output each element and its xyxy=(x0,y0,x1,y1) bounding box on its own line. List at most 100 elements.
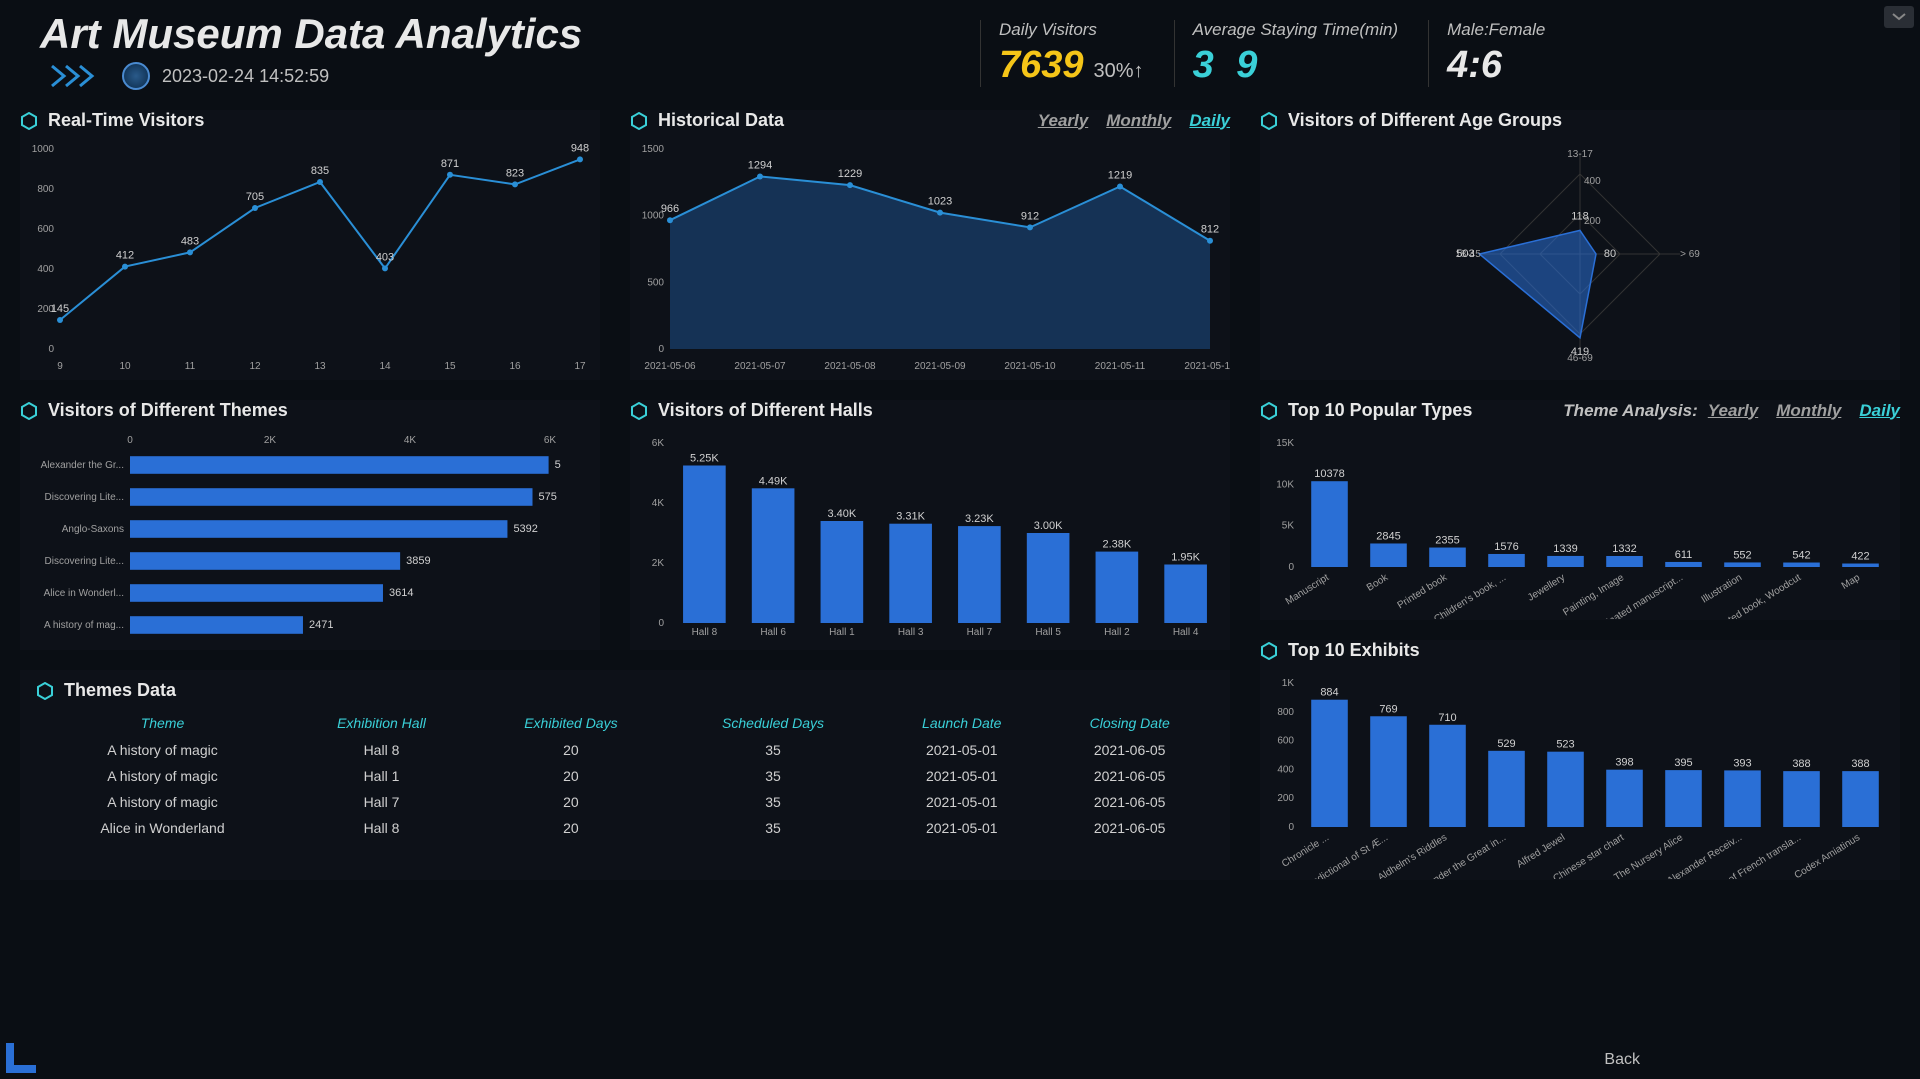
table-row: A history of magicHall 820352021-05-0120… xyxy=(36,737,1214,763)
svg-text:2.38K: 2.38K xyxy=(1103,539,1132,551)
svg-text:11: 11 xyxy=(185,361,196,372)
svg-text:2021-05-12: 2021-05-12 xyxy=(1184,361,1230,372)
expand-button[interactable] xyxy=(1884,6,1914,28)
panel-historical: Historical Data YearlyMonthlyDaily 05001… xyxy=(630,110,1230,380)
kpi-daily-visitors: Daily Visitors 7639 30%↑ xyxy=(980,20,1144,87)
back-button[interactable]: Back xyxy=(1604,1051,1640,1069)
svg-text:A history of mag...: A history of mag... xyxy=(44,620,124,631)
svg-text:Hall 5: Hall 5 xyxy=(1035,627,1061,638)
svg-text:2021-05-08: 2021-05-08 xyxy=(824,361,876,372)
svg-text:Codex Amiatinus: Codex Amiatinus xyxy=(1793,832,1862,879)
col-header: Theme xyxy=(36,709,289,737)
svg-text:800: 800 xyxy=(37,184,54,195)
svg-text:13-17: 13-17 xyxy=(1567,149,1593,160)
svg-text:Hall 1: Hall 1 xyxy=(829,627,855,638)
svg-text:3.23K: 3.23K xyxy=(965,513,994,525)
svg-text:912: 912 xyxy=(1021,210,1039,222)
svg-text:17: 17 xyxy=(574,361,586,372)
svg-text:948: 948 xyxy=(571,142,589,154)
tab-monthly[interactable]: Monthly xyxy=(1106,111,1171,131)
svg-text:10: 10 xyxy=(119,361,131,372)
panel-themes: Visitors of Different Themes 02K4K6KAlex… xyxy=(20,400,600,650)
svg-text:Anglo-Saxons: Anglo-Saxons xyxy=(62,524,124,535)
svg-text:15: 15 xyxy=(444,361,456,372)
svg-text:Hall 2: Hall 2 xyxy=(1104,627,1130,638)
svg-text:> 69: > 69 xyxy=(1680,249,1700,260)
svg-text:1339: 1339 xyxy=(1553,543,1577,555)
svg-text:575: 575 xyxy=(539,491,557,503)
chevrons-icon xyxy=(50,64,110,88)
svg-text:2K: 2K xyxy=(652,558,665,569)
svg-text:2021-05-07: 2021-05-07 xyxy=(734,361,786,372)
svg-text:Alfred Jewel: Alfred Jewel xyxy=(1515,832,1567,870)
svg-text:2845: 2845 xyxy=(1376,530,1400,542)
themes-title: Visitors of Different Themes xyxy=(48,400,288,421)
svg-text:400: 400 xyxy=(1584,176,1601,187)
tab-monthly[interactable]: Monthly xyxy=(1776,401,1841,421)
svg-text:0: 0 xyxy=(48,344,54,355)
svg-text:2021-05-11: 2021-05-11 xyxy=(1095,361,1146,372)
exhibits-title: Top 10 Exhibits xyxy=(1288,640,1420,661)
svg-text:3.00K: 3.00K xyxy=(1034,520,1063,532)
svg-text:552: 552 xyxy=(1733,549,1751,561)
col-header: Launch Date xyxy=(878,709,1045,737)
panel-themes-data: Themes Data ThemeExhibition HallExhibite… xyxy=(20,670,1230,880)
hex-icon xyxy=(1260,642,1278,660)
svg-text:Hall 6: Hall 6 xyxy=(760,627,786,638)
svg-text:398: 398 xyxy=(1615,757,1633,769)
svg-text:2471: 2471 xyxy=(309,619,333,631)
svg-text:0: 0 xyxy=(658,618,664,629)
historical-title: Historical Data xyxy=(658,110,784,131)
svg-text:Hall 7: Hall 7 xyxy=(967,627,993,638)
types-bar-chart: 05K10K15K10378Manuscript2845Book2355Prin… xyxy=(1260,429,1900,619)
col-header: Exhibition Hall xyxy=(289,709,474,737)
panel-age: Visitors of Different Age Groups 2004001… xyxy=(1260,110,1900,380)
col-header: Scheduled Days xyxy=(668,709,878,737)
svg-text:200: 200 xyxy=(1277,793,1294,804)
svg-text:Benedictional of St Æ...: Benedictional of St Æ... xyxy=(1296,832,1390,879)
hex-icon xyxy=(1260,402,1278,420)
tab-daily[interactable]: Daily xyxy=(1189,111,1230,131)
svg-text:5.25K: 5.25K xyxy=(690,453,719,465)
svg-text:Hall 8: Hall 8 xyxy=(692,627,718,638)
svg-text:422: 422 xyxy=(1851,551,1869,563)
realtime-chart: 0200400600800100091011121314151617145412… xyxy=(20,139,600,379)
svg-text:6K: 6K xyxy=(544,435,557,446)
svg-text:Hall 3: Hall 3 xyxy=(898,627,924,638)
corner-decoration xyxy=(6,1023,56,1073)
panel-halls: Visitors of Different Halls 02K4K6K5.25K… xyxy=(630,400,1230,650)
svg-text:400: 400 xyxy=(1277,764,1294,775)
svg-text:2355: 2355 xyxy=(1435,535,1459,547)
svg-text:9: 9 xyxy=(57,361,63,372)
panel-exhibits: Top 10 Exhibits 02004006008001K884Chroni… xyxy=(1260,640,1900,880)
svg-text:Map: Map xyxy=(1840,572,1863,592)
svg-text:12: 12 xyxy=(249,361,261,372)
exhibits-bar-chart: 02004006008001K884Chronicle ...769Benedi… xyxy=(1260,669,1900,879)
tab-yearly[interactable]: Yearly xyxy=(1038,111,1088,131)
svg-text:1500: 1500 xyxy=(642,144,665,155)
halls-title: Visitors of Different Halls xyxy=(658,400,873,421)
types-title: Top 10 Popular Types xyxy=(1288,400,1472,421)
svg-text:800: 800 xyxy=(1277,707,1294,718)
svg-text:145: 145 xyxy=(51,303,69,315)
svg-text:412: 412 xyxy=(116,250,134,262)
tab-yearly[interactable]: Yearly xyxy=(1708,401,1758,421)
svg-text:503: 503 xyxy=(1456,248,1474,260)
table-row: A history of magicHall 120352021-05-0120… xyxy=(36,763,1214,789)
panel-types: Top 10 Popular Types Theme Analysis: Yea… xyxy=(1260,400,1900,620)
tab-daily[interactable]: Daily xyxy=(1859,401,1900,421)
svg-text:13: 13 xyxy=(314,361,326,372)
svg-text:0: 0 xyxy=(658,344,664,355)
svg-text:Hall 4: Hall 4 xyxy=(1173,627,1199,638)
svg-text:2021-05-09: 2021-05-09 xyxy=(914,361,966,372)
svg-text:Jewellery: Jewellery xyxy=(1526,572,1567,603)
types-tabs-label: Theme Analysis: xyxy=(1563,401,1697,421)
col-header: Exhibited Days xyxy=(474,709,668,737)
svg-text:1K: 1K xyxy=(1282,678,1295,689)
hex-icon xyxy=(630,112,648,130)
svg-text:419: 419 xyxy=(1571,346,1589,358)
hex-icon xyxy=(20,112,38,130)
svg-text:5: 5 xyxy=(555,459,561,471)
age-radar-chart: 20040013-17> 6946-6918-4511880419503 xyxy=(1260,139,1900,379)
table-row: Alice in WonderlandHall 820352021-05-012… xyxy=(36,815,1214,841)
